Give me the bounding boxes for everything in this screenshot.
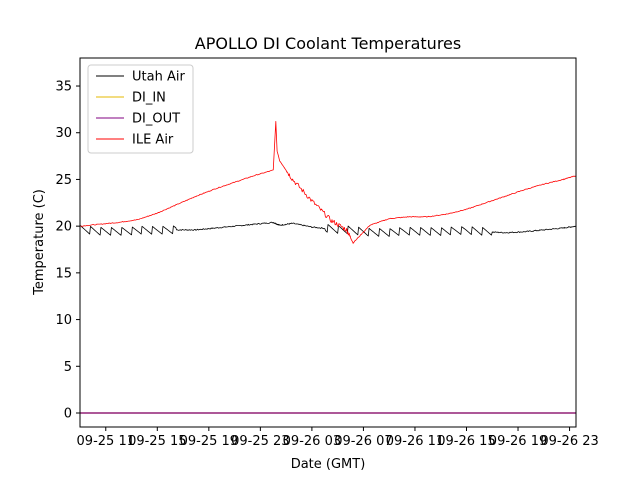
y-tick-label: 20 [55, 220, 72, 235]
legend-label: DI_IN [132, 91, 166, 106]
x-tick-label: 09-26 15 [437, 434, 495, 449]
y-tick-label: 30 [55, 126, 72, 141]
axes-frame [79, 57, 577, 428]
y-tick-label: 15 [55, 266, 72, 281]
legend-box [87, 64, 194, 154]
series-group [80, 121, 576, 414]
x-tick-label: 09-26 07 [334, 434, 392, 449]
legend-label: DI_OUT [132, 112, 180, 127]
y-tick-label: 25 [55, 173, 72, 188]
chart-title: APOLLO DI Coolant Temperatures [195, 34, 461, 53]
x-tick-label: 09-25 23 [231, 434, 289, 449]
x-tick-label: 09-26 19 [489, 434, 547, 449]
series-line-ile-air [80, 121, 576, 244]
legend-label: ILE Air [132, 133, 174, 148]
y-tick-label: 10 [55, 313, 72, 328]
series-line-utah-air [80, 221, 576, 237]
y-tick-label: 5 [64, 360, 72, 375]
y-tick-label: 35 [55, 80, 72, 95]
x-tick-label: 09-26 23 [540, 434, 598, 449]
x-tick-label: 09-25 19 [180, 434, 238, 449]
x-tick-label: 09-25 15 [128, 434, 186, 449]
legend-label: Utah Air [132, 70, 185, 85]
y-tick-label: 0 [64, 406, 72, 421]
y-axis-label: Temperature (C) [32, 189, 47, 296]
x-tick-label: 09-26 11 [386, 434, 444, 449]
legend: Utah Air DI_IN DI_OUT ILE Air [87, 64, 194, 154]
x-tick-label: 09-25 11 [77, 434, 135, 449]
x-tick-label: 09-26 03 [283, 434, 341, 449]
x-axis-label: Date (GMT) [291, 457, 366, 472]
